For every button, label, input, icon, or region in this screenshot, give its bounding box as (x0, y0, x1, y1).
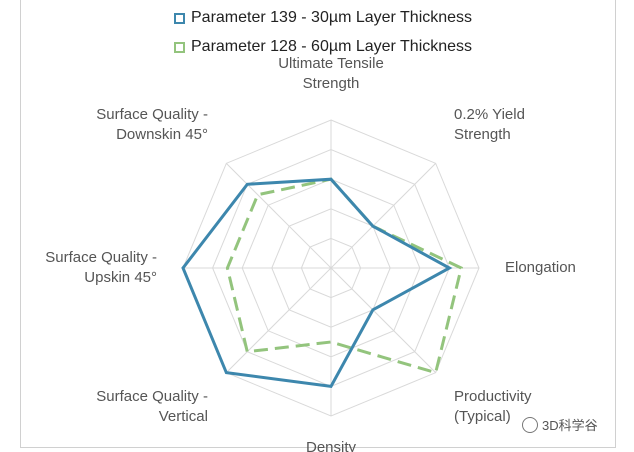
axis-label-line: Elongation (505, 259, 576, 276)
axis-label-line: Strength (303, 75, 360, 92)
legend-label-series-2: Parameter 128 - 60µm Layer Thickness (191, 38, 473, 55)
legend-swatch-series-1 (174, 12, 185, 24)
axis-label: Density (306, 439, 357, 452)
axis-label: Ultimate Tensile Strength (278, 55, 384, 92)
legend-swatch-series-2 (174, 41, 185, 53)
watermark-text: 3D科学谷 (542, 418, 598, 433)
axis-label-line: Surface Quality - (96, 388, 208, 405)
legend-label-series-1: Parameter 139 - 30µm Layer Thickness (191, 9, 473, 26)
axis-label-line: Productivity (454, 388, 532, 405)
axis-label-line: Surface Quality - (96, 106, 208, 123)
series-line-1 (181, 177, 453, 389)
chart-frame (20, 0, 616, 448)
axis-label-line: 0.2% Yield (454, 106, 525, 123)
legend-entry-series-1: Parameter 139 - 30µm Layer Thickness (174, 9, 472, 27)
axis-label: 0.2% Yield Strength (454, 106, 525, 143)
legend-entry-series-2: Parameter 128 - 60µm Layer Thickness (174, 38, 472, 56)
grid-spoke (225, 267, 332, 374)
axis-label-line: (Typical) (454, 408, 511, 425)
grid-spoke (330, 162, 437, 269)
watermark: 3D科学谷 (522, 415, 598, 434)
grid-spoke (330, 267, 437, 374)
axis-label: Surface Quality - Upskin 45° (45, 249, 157, 286)
radar-series (181, 177, 463, 389)
axis-label-line: Vertical (159, 408, 208, 425)
axis-label-line: Density (306, 439, 357, 452)
grid-spoke (225, 162, 332, 269)
axis-label-line: Ultimate Tensile (278, 55, 384, 72)
axis-label: Surface Quality - Vertical (96, 388, 208, 425)
axis-label: Elongation (505, 259, 576, 276)
axis-label: Productivity (Typical) (454, 388, 532, 425)
axis-labels: Ultimate Tensile Strength 0.2% Yield Streng… (45, 55, 576, 452)
axis-label-line: Strength (454, 126, 511, 143)
axis-label: Surface Quality - Downskin 45° (96, 106, 208, 143)
series-line-2 (225, 177, 463, 375)
axis-label-line: Downskin 45° (116, 126, 208, 143)
axis-label-line: Surface Quality - (45, 249, 157, 266)
wechat-icon (522, 416, 538, 433)
axis-label-line: Upskin 45° (84, 269, 157, 286)
